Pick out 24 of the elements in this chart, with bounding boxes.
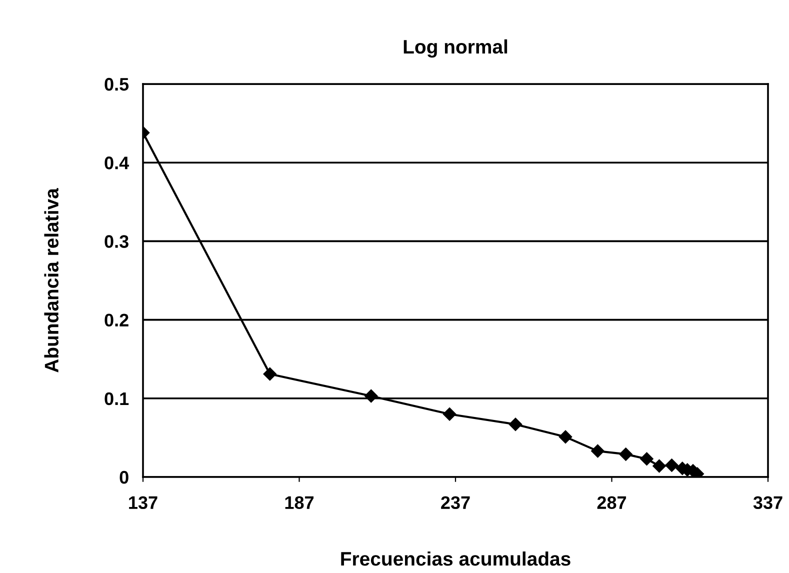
point: [364, 389, 378, 403]
point: [558, 430, 572, 444]
x-tick-label: 137: [129, 496, 158, 510]
x-tick-label: 337: [753, 496, 782, 510]
point: [665, 458, 678, 472]
y-axis-title: Abundancia relativa: [44, 188, 59, 372]
point: [263, 367, 276, 381]
x-tick-label: 287: [597, 496, 626, 510]
point: [652, 459, 666, 473]
y-tick-label: 0: [120, 470, 128, 484]
y-tick-label: 0.2: [104, 314, 128, 327]
point: [619, 448, 632, 461]
y-tick-label: 0.5: [104, 78, 129, 91]
y-tick-label: 0.1: [104, 392, 129, 406]
point: [591, 444, 604, 458]
point: [640, 452, 654, 466]
chart-title: Log normal: [404, 39, 508, 58]
point: [442, 408, 456, 421]
point: [508, 418, 522, 431]
x-axis-title: Frecuencias acumuladas: [341, 551, 570, 566]
x-tick-label: 237: [441, 496, 470, 510]
x-tick-label: 187: [285, 496, 314, 510]
y-tick-label: 0.4: [104, 156, 130, 170]
y-tick-label: 0.3: [104, 235, 128, 248]
